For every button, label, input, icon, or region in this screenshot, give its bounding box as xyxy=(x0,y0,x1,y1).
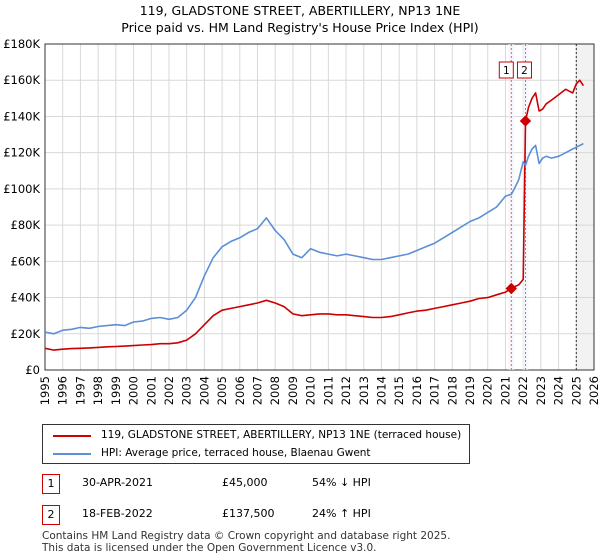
transaction-date: 30-APR-2021 xyxy=(82,476,154,489)
x-tick-label: 2002 xyxy=(162,376,176,405)
transaction-marker-label: 1 xyxy=(503,65,510,77)
legend-swatch-hpi xyxy=(53,453,91,455)
y-tick-label: £100K xyxy=(3,182,40,196)
x-tick-label: 2015 xyxy=(392,376,406,405)
x-tick-label: 2010 xyxy=(304,376,318,405)
y-tick-label: £80K xyxy=(11,218,41,232)
x-tick-label: 2005 xyxy=(215,376,229,405)
transaction-badge: 1 xyxy=(42,474,60,494)
x-tick-label: 2007 xyxy=(251,376,265,405)
series-line-property xyxy=(44,79,585,351)
x-tick-label: 2024 xyxy=(552,376,566,405)
x-tick-label: 2006 xyxy=(233,376,247,405)
x-tick-label: 2003 xyxy=(180,376,194,405)
x-tick-label: 2016 xyxy=(410,376,424,405)
x-tick-label: 2021 xyxy=(498,376,512,405)
x-tick-label: 2012 xyxy=(339,376,353,405)
y-tick-label: £140K xyxy=(3,109,40,123)
transaction-hpi-relation: 24% ↑ HPI xyxy=(312,507,371,520)
y-tick-label: £60K xyxy=(11,254,41,268)
x-tick-label: 2014 xyxy=(374,376,388,405)
chart-legend: 119, GLADSTONE STREET, ABERTILLERY, NP13… xyxy=(42,424,470,464)
x-tick-label: 2001 xyxy=(144,376,158,405)
x-tick-label: 2026 xyxy=(587,376,600,405)
x-tick-label: 2019 xyxy=(463,376,477,405)
x-tick-label: 1999 xyxy=(109,376,123,405)
x-tick-label: 2022 xyxy=(516,376,530,405)
transaction-point xyxy=(519,115,532,127)
x-tick-label: 2017 xyxy=(428,376,442,405)
series-line-hpi xyxy=(44,142,584,335)
x-tick-label: 2018 xyxy=(445,376,459,405)
y-tick-label: £0 xyxy=(25,363,40,377)
transaction-point xyxy=(505,282,518,295)
y-tick-label: £40K xyxy=(11,291,41,305)
y-tick-label: £160K xyxy=(3,73,40,87)
transaction-marker-badge xyxy=(516,61,532,79)
plot-frame xyxy=(44,43,595,371)
chart-title: 119, GLADSTONE STREET, ABERTILLERY, NP13… xyxy=(0,2,600,36)
x-tick-label: 2004 xyxy=(197,376,211,405)
transaction-price: £45,000 xyxy=(222,476,268,489)
x-tick-label: 2009 xyxy=(286,376,300,405)
footer-attribution: Contains HM Land Registry data © Crown c… xyxy=(42,530,450,554)
chart-title-line2: Price paid vs. HM Land Registry's House … xyxy=(121,20,479,35)
x-tick-label: 1997 xyxy=(73,376,87,405)
transaction-date: 18-FEB-2022 xyxy=(82,507,153,520)
y-tick-label: £20K xyxy=(11,327,41,341)
transaction-badge: 2 xyxy=(42,505,60,525)
x-tick-label: 2011 xyxy=(321,376,335,405)
transaction-price: £137,500 xyxy=(222,507,275,520)
legend-item-hpi: HPI: Average price, terraced house, Blae… xyxy=(43,445,469,463)
x-tick-label: 2025 xyxy=(569,376,583,405)
x-tick-label: 2013 xyxy=(357,376,371,405)
transaction-marker-label: 2 xyxy=(521,65,528,77)
footer-line1: Contains HM Land Registry data © Crown c… xyxy=(42,530,451,542)
transaction-band xyxy=(522,44,529,370)
chart-title-line1: 119, GLADSTONE STREET, ABERTILLERY, NP13… xyxy=(139,3,461,18)
x-tick-label: 1996 xyxy=(56,376,70,405)
x-tick-label: 1998 xyxy=(91,376,105,405)
transaction-band xyxy=(508,44,515,370)
x-tick-label: 2023 xyxy=(534,376,548,405)
legend-swatch-property xyxy=(53,435,91,437)
transaction-hpi-relation: 54% ↓ HPI xyxy=(312,476,371,489)
x-tick-label: 1995 xyxy=(38,376,52,405)
legend-item-property: 119, GLADSTONE STREET, ABERTILLERY, NP13… xyxy=(43,427,469,445)
x-tick-label: 2000 xyxy=(127,376,141,405)
x-tick-label: 2008 xyxy=(268,376,282,405)
transaction-marker-badge xyxy=(498,61,514,79)
x-tick-label: 2020 xyxy=(481,376,495,405)
legend-label-hpi: HPI: Average price, terraced house, Blae… xyxy=(101,447,371,459)
price-chart: £0 £20K £40K £60K £80K £100K £120K £140K £160K £1… xyxy=(3,37,600,405)
projection-shade xyxy=(576,44,594,370)
footer-line2: This data is licensed under the Open Gov… xyxy=(42,542,377,554)
y-tick-label: £120K xyxy=(3,146,40,160)
legend-label-property: 119, GLADSTONE STREET, ABERTILLERY, NP13… xyxy=(101,429,462,441)
y-tick-label: £180K xyxy=(3,37,40,51)
